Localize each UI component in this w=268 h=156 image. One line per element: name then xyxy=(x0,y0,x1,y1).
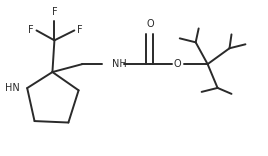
Text: HN: HN xyxy=(5,83,20,93)
Text: F: F xyxy=(28,25,34,35)
Text: F: F xyxy=(77,25,83,35)
Text: O: O xyxy=(174,59,182,69)
Text: NH: NH xyxy=(112,59,127,69)
Text: F: F xyxy=(52,7,57,17)
Text: O: O xyxy=(146,20,154,29)
